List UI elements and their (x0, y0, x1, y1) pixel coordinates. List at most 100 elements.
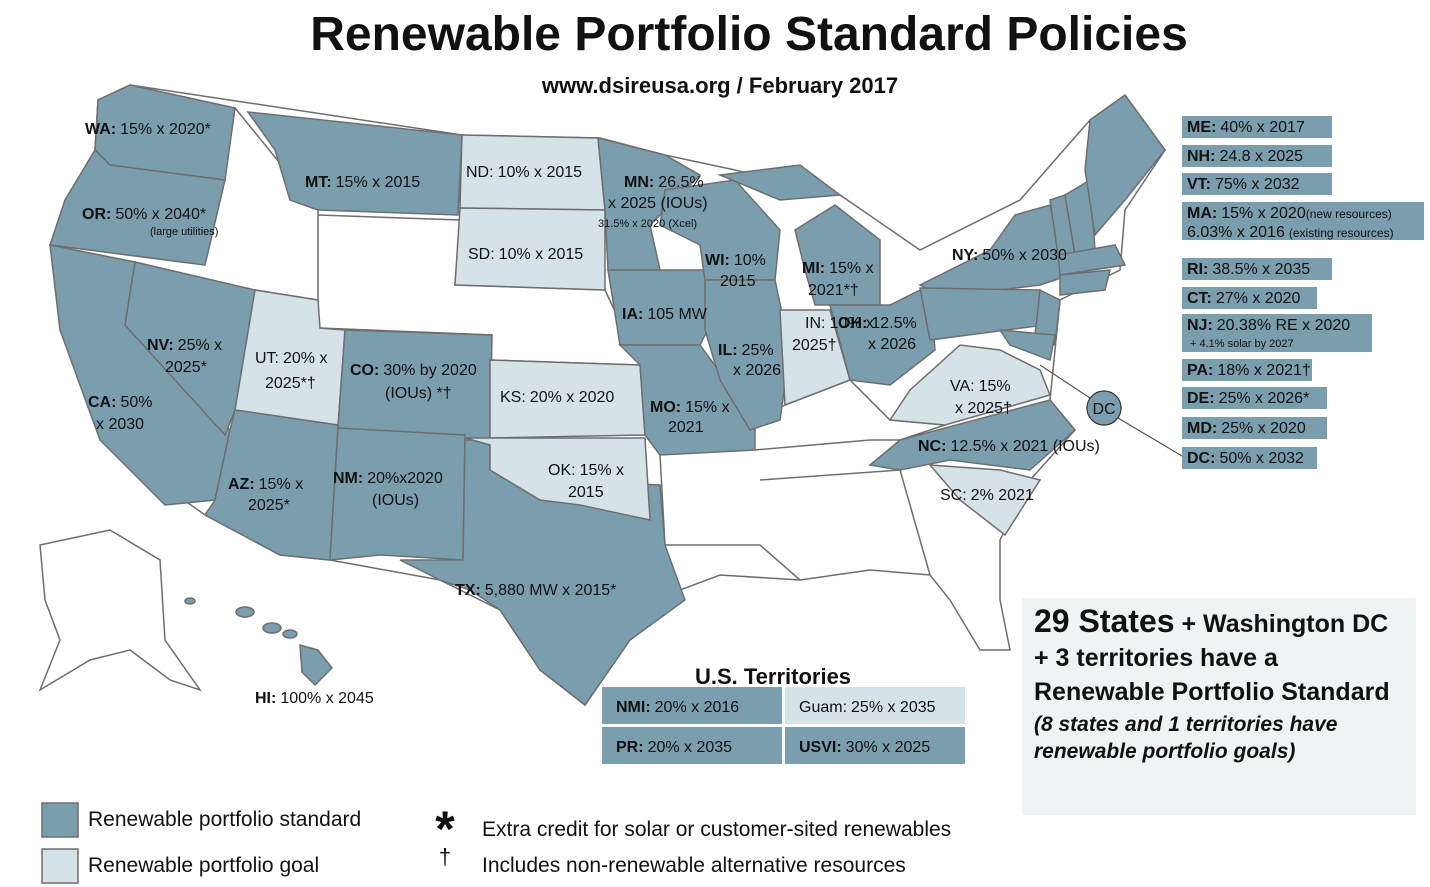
state-policy: 15% x (259, 476, 303, 493)
state-code: DC: (1187, 450, 1215, 467)
state-policy: 12.5% (871, 315, 916, 332)
state-label: SC: 2% 2021 (940, 487, 1034, 504)
legend-symbol: * (435, 801, 455, 857)
md-de (998, 329, 1056, 362)
state-label: DC: 50% x 2032 (1187, 450, 1304, 467)
state-code: VA: (950, 378, 975, 395)
summary-headline: 29 States (1034, 603, 1175, 639)
state-label: x 2025† (955, 400, 1012, 417)
state-label: x 2026 (868, 336, 916, 353)
territory-policy: 20% x 2035 (648, 739, 733, 756)
state-code: WA: (85, 121, 116, 138)
state-label: 2025*† (265, 375, 316, 392)
state-label: MD: 25% x 2020 (1187, 420, 1306, 437)
state-code: MN: (624, 174, 654, 191)
state-policy: 15% x (829, 260, 873, 277)
dc-marker-label: DC (1092, 401, 1115, 418)
state-policy: 2% 2021 (971, 487, 1034, 504)
state-policy: 20% x (283, 350, 327, 367)
hawaii (184, 597, 333, 687)
mn (597, 137, 702, 271)
or (49, 148, 226, 266)
state-label: (IOUs) (372, 492, 419, 509)
territory-label: PR: 20% x 2035 (616, 739, 732, 756)
ct-ri (1059, 269, 1111, 296)
state-label: MA: 15% x 2020(new resources) (1187, 205, 1392, 222)
state-label: OK: 15% x (548, 462, 624, 479)
mi-upper (717, 164, 843, 201)
state-label: 2021 (668, 419, 704, 436)
territory-policy: 30% x 2025 (846, 739, 931, 756)
state-code: NM: (333, 470, 363, 487)
state-label: 2025* (165, 359, 207, 376)
state-label: 2021*† (808, 282, 859, 299)
state-label: ND: 10% x 2015 (466, 164, 582, 181)
state-policy: 20%x2020 (367, 470, 443, 487)
state-label: DE: 25% x 2026* (1187, 390, 1309, 407)
state-policy: 75% x 2032 (1215, 176, 1300, 193)
state-code: MO: (650, 399, 681, 416)
state-policy: 50% x 2032 (1219, 450, 1304, 467)
state-code: HI: (255, 690, 276, 707)
state-policy: 25% (742, 342, 774, 359)
legend-label: Renewable portfolio goal (88, 854, 319, 877)
state-code: NJ: (1187, 317, 1213, 334)
state-policy: 10% x (829, 315, 873, 332)
state-policy: 26.5% (658, 174, 703, 191)
territory-cell (602, 727, 782, 764)
state-label: WI: 10% (705, 252, 766, 269)
state-box (1182, 116, 1332, 138)
territory-code: NMI: (616, 699, 651, 716)
me (1084, 93, 1166, 237)
legend-label: Extra credit for solar or customer-sited… (482, 818, 951, 841)
state-label: MI: 15% x (802, 260, 874, 277)
dc-marker (1086, 390, 1122, 426)
territory-code: PR: (616, 739, 644, 756)
state-box (1182, 258, 1332, 280)
state-box (1182, 417, 1327, 439)
sc (928, 464, 1042, 537)
dc-leader (1117, 417, 1183, 457)
legend: Renewable portfolio standard Renewable p… (41, 801, 951, 884)
state-policy: 40% x 2017 (1220, 119, 1305, 136)
state-code: SC: (940, 487, 967, 504)
state-policy: 15% x (580, 462, 624, 479)
state-code: MD: (1187, 420, 1217, 437)
territory-cell (785, 687, 965, 724)
state-label: NH: 24.8 x 2025 (1187, 148, 1303, 165)
territory-cell (602, 687, 782, 724)
state-policy: 30% by 2020 (383, 362, 477, 379)
state-code: RI: (1187, 261, 1208, 278)
state-policy: 105 MW (647, 306, 707, 323)
territory-label: NMI: 20% x 2016 (616, 699, 739, 716)
state-label: PA: 18% x 2021† (1187, 362, 1311, 379)
dc-leader (1039, 364, 1091, 399)
state-label: OR: 50% x 2040* (82, 206, 206, 223)
state-policy: 15% x 2015 (336, 174, 421, 191)
state-label: x 2030 (96, 416, 144, 433)
state-policy: 18% x 2021† (1217, 362, 1310, 379)
state-code: NC: (918, 438, 946, 455)
il (704, 279, 791, 431)
state-label: UT: 20% x (255, 350, 327, 367)
legend-symbol: † (439, 844, 451, 869)
nm (329, 427, 466, 561)
state-label: MO: 15% x (650, 399, 730, 416)
state-policy: 100% x 2045 (280, 690, 374, 707)
state-label: 2015 (720, 273, 756, 290)
state-box (1182, 314, 1372, 352)
state-code: WI: (705, 252, 730, 269)
state-code: UT: (255, 350, 279, 367)
state-code: NV: (147, 337, 174, 354)
state-policy: 15% x 2020* (120, 121, 211, 138)
state-label: NY: 50% x 2030 (952, 247, 1067, 264)
state-code: OR: (82, 206, 111, 223)
state-box (1182, 202, 1424, 240)
state-code: IL: (718, 342, 738, 359)
state-code: SD: (468, 246, 495, 263)
state-policy: 50% x 2040* (115, 206, 206, 223)
territory-code: USVI: (799, 739, 842, 756)
state-code: AZ: (228, 476, 255, 493)
